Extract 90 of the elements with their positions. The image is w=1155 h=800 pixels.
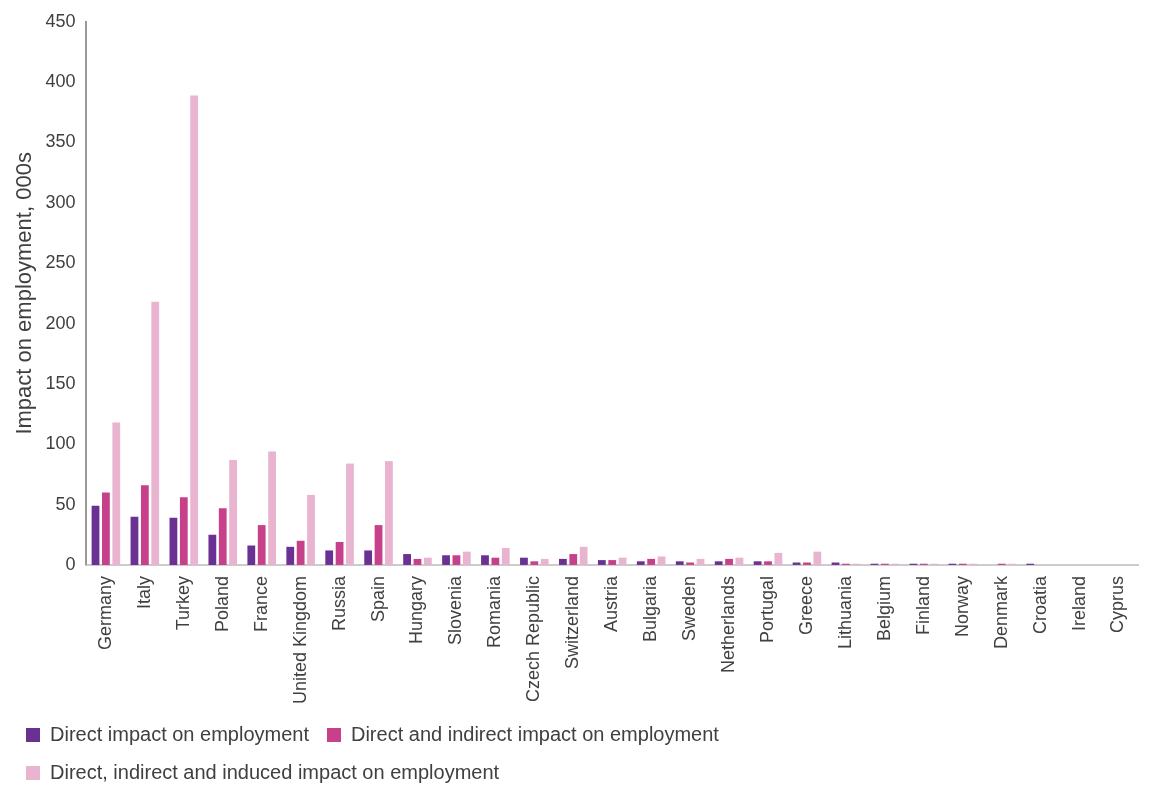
bar (423, 557, 432, 565)
bar (647, 558, 656, 565)
bar (657, 556, 666, 565)
x-tick-label: Turkey (172, 575, 193, 631)
bar (190, 95, 199, 565)
x-tick-label: Greece (795, 575, 816, 635)
y-tick-label: 150 (45, 372, 76, 393)
x-tick-label: Italy (133, 575, 154, 609)
x-tick-label: Czech Republic (523, 575, 544, 702)
bar (385, 461, 393, 565)
bar (364, 550, 373, 565)
y-axis-title: Impact on employment, 000s (11, 152, 37, 435)
x-tick-label: Finland (912, 575, 933, 635)
bar (286, 546, 295, 565)
bar (257, 525, 266, 565)
bar (169, 517, 178, 565)
bar (140, 485, 149, 565)
legend-label: Direct impact on employment (50, 722, 310, 745)
bar (208, 534, 217, 565)
x-tick-label: Germany (94, 575, 115, 650)
y-tick-label: 200 (45, 312, 76, 333)
y-tick-label: 0 (65, 553, 76, 574)
x-tick-label: Switzerland (562, 575, 583, 669)
bar (813, 551, 822, 565)
x-tick-label: Austria (601, 574, 622, 632)
y-tick-label: 450 (45, 10, 76, 31)
x-tick-label: Romania (484, 574, 505, 648)
x-tick-label: Norway (951, 575, 972, 637)
y-tick-label: 350 (45, 131, 76, 152)
bar (403, 554, 411, 565)
bar (335, 541, 344, 565)
bar (725, 558, 733, 565)
bar (597, 560, 606, 565)
x-tick-label: Croatia (1029, 574, 1050, 634)
x-tick-label: United Kingdom (289, 575, 310, 704)
bar (462, 551, 471, 565)
x-tick-label: Netherlands (718, 575, 739, 673)
bar (325, 550, 334, 565)
bar (102, 492, 110, 565)
bar (442, 555, 450, 565)
bar (247, 545, 256, 565)
bar (608, 560, 617, 565)
bar (151, 301, 160, 565)
bar (374, 525, 383, 565)
bar (179, 497, 188, 565)
x-tick-label: Sweden (679, 575, 700, 641)
y-tick-label: 50 (55, 493, 76, 514)
x-tick-label: Cyprus (1107, 575, 1128, 633)
bar (346, 463, 354, 565)
bar (229, 459, 238, 565)
bar (307, 494, 315, 565)
x-tick-label: Ireland (1068, 575, 1089, 631)
bar (520, 557, 528, 565)
bar (501, 548, 510, 565)
x-tick-label: Denmark (990, 574, 1011, 649)
x-tick-label: Portugal (756, 575, 777, 643)
x-tick-label: Spain (367, 575, 388, 622)
x-tick-label: Russia (328, 574, 349, 631)
bar (530, 561, 539, 565)
bar (491, 557, 500, 565)
y-tick-label: 250 (45, 252, 76, 273)
bar (764, 561, 772, 565)
bar (91, 505, 100, 565)
bar (296, 540, 305, 565)
bar (714, 561, 723, 565)
bar (675, 561, 684, 565)
x-tick-label: Hungary (406, 575, 427, 644)
x-tick-label: Poland (211, 575, 232, 632)
x-tick-label: Belgium (873, 575, 894, 641)
x-tick-label: Slovenia (445, 574, 466, 645)
bar (558, 558, 567, 565)
bar (452, 555, 461, 565)
bar (636, 561, 645, 565)
bar (268, 451, 276, 565)
bar (579, 546, 588, 565)
bar (540, 558, 549, 565)
y-tick-label: 100 (45, 433, 76, 454)
y-tick-label: 400 (45, 71, 76, 92)
y-tick-label: 300 (45, 191, 76, 212)
legend-label: Direct, indirect and induced impact on employment (50, 760, 500, 783)
bar (218, 508, 227, 565)
x-tick-label: Lithuania (834, 574, 855, 649)
x-tick-label: Bulgaria (640, 574, 661, 642)
bar (112, 422, 121, 565)
bar (774, 552, 783, 565)
legend-label: Direct and indirect impact on employment (350, 722, 720, 745)
bar (481, 555, 489, 565)
bar (753, 561, 762, 565)
bar (569, 554, 578, 565)
x-tick-label: France (250, 575, 271, 632)
